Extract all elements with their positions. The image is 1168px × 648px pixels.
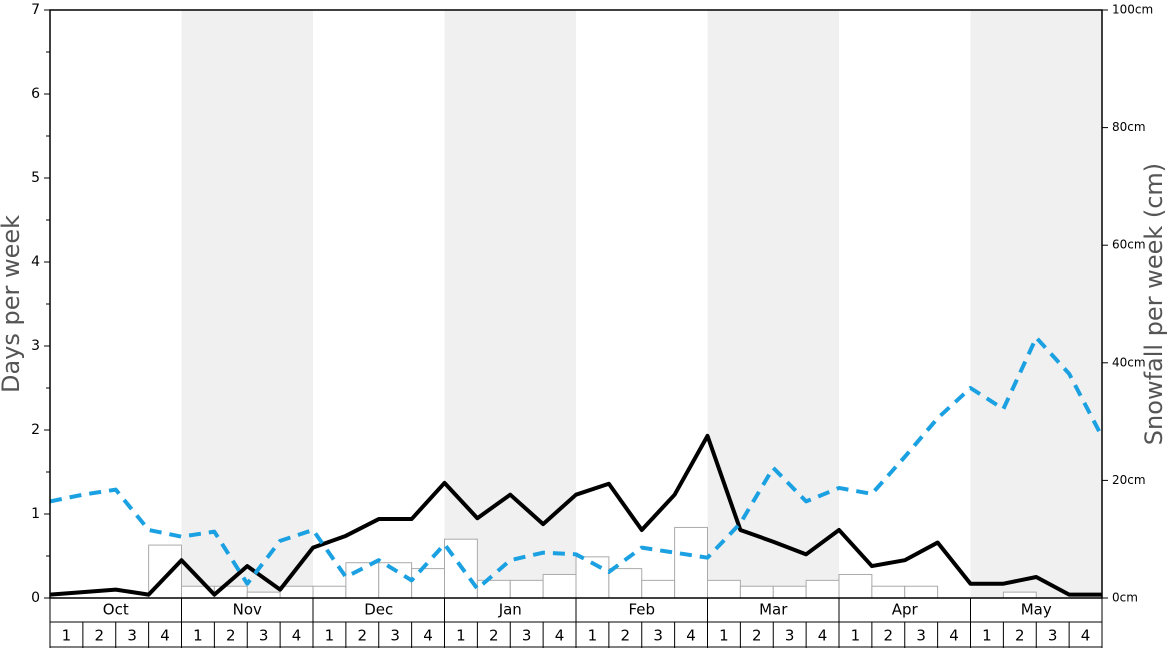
snow-bar: [739, 585, 774, 599]
y-tick-label: 4: [31, 254, 40, 270]
month-band: [444, 10, 576, 598]
snow-bar: [904, 585, 939, 599]
week-label: 3: [390, 627, 400, 645]
week-label: 1: [588, 627, 598, 645]
snow-bar: [1002, 591, 1037, 599]
week-label: 3: [1048, 627, 1058, 645]
snow-bar: [542, 573, 577, 599]
y2-axis-title: Snowfall per week (cm): [1140, 163, 1168, 445]
week-label: 1: [719, 627, 729, 645]
week-label: 4: [1081, 627, 1091, 645]
week-label: 1: [851, 627, 861, 645]
y-tick-label: 5: [31, 170, 40, 186]
week-label: 2: [884, 627, 894, 645]
month-label: Jan: [498, 601, 522, 619]
month-label: Feb: [628, 601, 655, 619]
week-label: 4: [292, 627, 302, 645]
y-axis-title: Days per week: [0, 215, 25, 393]
y2-tick-label: 100cm: [1112, 3, 1153, 17]
snow-bar: [608, 568, 643, 599]
week-label: 2: [358, 627, 368, 645]
snow-bar: [509, 579, 544, 599]
dashed-line: [49, 335, 1104, 591]
week-label: 4: [686, 627, 696, 645]
y2-tick-label: 20cm: [1112, 473, 1146, 487]
month-band: [970, 10, 1102, 598]
snow-bar: [674, 526, 708, 599]
month-band: [707, 10, 839, 598]
week-label: 1: [982, 627, 992, 645]
solid-line: [49, 433, 1102, 597]
week-label: 1: [456, 627, 466, 645]
week-label: 3: [916, 627, 926, 645]
y2-tick-label: 0cm: [1112, 591, 1138, 605]
background-bands: [181, 10, 1102, 598]
week-label: 3: [259, 627, 269, 645]
month-label: Nov: [233, 601, 262, 619]
week-label: 3: [653, 627, 663, 645]
snow-bar: [279, 585, 314, 599]
month-label: Mar: [759, 601, 788, 619]
week-label: 4: [555, 627, 565, 645]
week-label: 4: [949, 627, 959, 645]
month-band: [181, 10, 313, 598]
y-tick-label: 3: [31, 338, 40, 354]
week-label: 2: [226, 627, 236, 645]
month-label: Dec: [364, 601, 393, 619]
week-label: 2: [95, 627, 105, 645]
week-label: 1: [62, 627, 72, 645]
snow-bar: [838, 573, 873, 599]
week-label: 3: [785, 627, 795, 645]
y2-tick-label: 80cm: [1112, 120, 1146, 134]
y-tick-label: 0: [31, 590, 40, 606]
week-label: 2: [1015, 627, 1025, 645]
y-tick-label: 1: [31, 506, 40, 522]
snow-bar: [871, 585, 906, 599]
month-label: Oct: [103, 601, 129, 619]
snow-bar: [805, 579, 840, 599]
y-tick-label: 2: [31, 422, 40, 438]
week-label: 1: [325, 627, 335, 645]
week-label: 2: [621, 627, 631, 645]
week-label: 3: [522, 627, 532, 645]
snow-bar: [641, 579, 676, 599]
y2-tick-label: 40cm: [1112, 355, 1146, 369]
snow-bar: [312, 585, 347, 599]
week-label: 2: [489, 627, 499, 645]
snow-bar: [246, 591, 281, 599]
snow-bar: [707, 579, 741, 599]
snow-bar: [772, 585, 807, 599]
week-label: 3: [127, 627, 137, 645]
week-label: 2: [752, 627, 762, 645]
week-label: 4: [160, 627, 170, 645]
month-label: Apr: [892, 601, 919, 619]
y2-tick-label: 60cm: [1112, 238, 1146, 252]
week-label: 1: [193, 627, 203, 645]
week-label: 4: [818, 627, 828, 645]
y-tick-label: 6: [31, 86, 40, 102]
y-tick-label: 7: [31, 2, 40, 18]
week-label: 4: [423, 627, 433, 645]
snow-bar: [411, 568, 445, 599]
month-label: May: [1021, 601, 1052, 619]
